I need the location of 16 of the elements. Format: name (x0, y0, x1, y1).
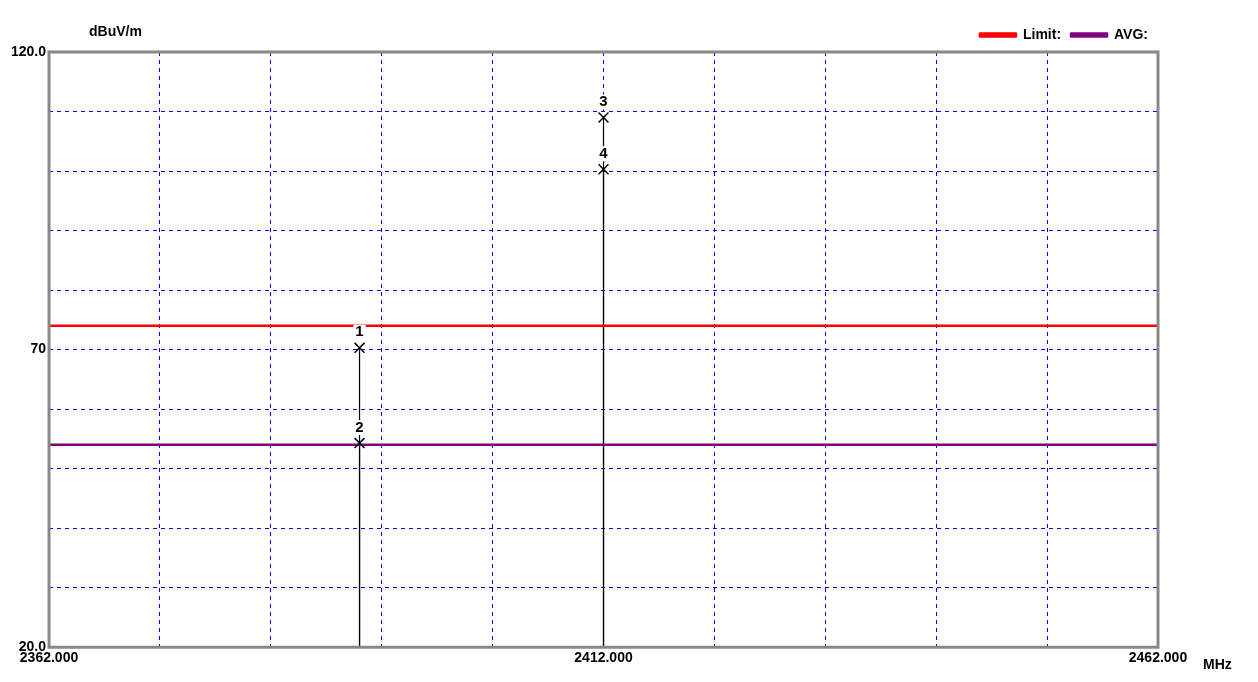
x-tick-label: 2412.000 (574, 649, 633, 666)
point (597, 111, 610, 124)
annotation: 2 (355, 417, 364, 435)
legend-label: Limit: (1022, 25, 1062, 42)
point (597, 163, 610, 175)
annotation: 1 (355, 322, 364, 340)
annotation: 4 (599, 143, 609, 161)
y-tick-label: 70 (30, 340, 47, 357)
y-axis-title: dBuV/m (89, 22, 142, 39)
y-tick-label: 120.0 (10, 42, 47, 59)
x-axis-title: MHz (1203, 656, 1232, 673)
annotation: 3 (599, 92, 608, 110)
point (353, 342, 366, 354)
legend-label: AVG: (1114, 25, 1149, 42)
x-tick-label: 2462.000 (1128, 649, 1188, 666)
point (353, 437, 366, 449)
